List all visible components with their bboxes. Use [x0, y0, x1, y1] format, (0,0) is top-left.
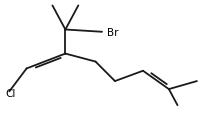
Text: Br: Br [107, 28, 119, 37]
Text: Cl: Cl [5, 88, 15, 98]
